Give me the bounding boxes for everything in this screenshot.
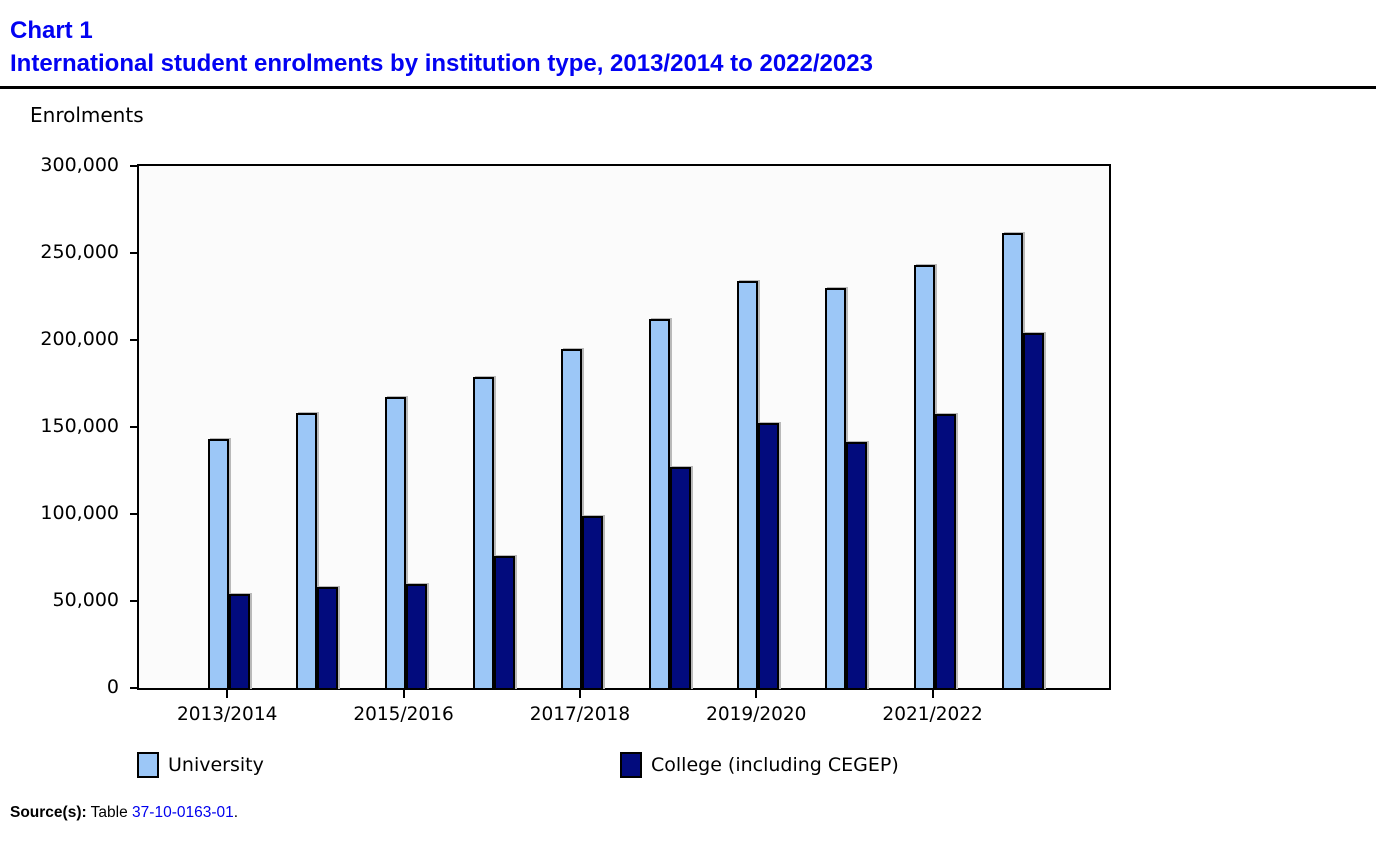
y-axis-tick-label: 300,000 [40,154,119,176]
chart-title: International student enrolments by inst… [10,50,873,77]
y-axis-tick-label: 200,000 [40,328,119,350]
title-divider-rule [0,86,1376,89]
y-axis-tick-label: 100,000 [40,502,119,524]
bar-college-2017-2018 [581,516,603,690]
plot-inner [141,168,1111,690]
x-axis-tick-label: 2019/2020 [706,704,807,725]
x-axis-tick-label: 2015/2016 [353,704,454,725]
bar-university-2019-2020 [737,281,759,690]
y-axis-tick-mark [130,165,139,167]
y-axis-tick-mark [130,513,139,515]
title-block: Chart 1 International student enrolments… [10,14,873,80]
source-table-link[interactable]: 37-10-0163-01 [132,804,234,821]
x-axis-tick-mark [402,690,405,698]
x-axis-tick-label: 2017/2018 [529,704,631,725]
y-axis-tick-mark [130,600,139,602]
bar-college-2021-2022 [934,414,956,690]
source-line: Source(s): Table 37-10-0163-01. [10,804,238,822]
legend-label-college: College (including CEGEP) [651,754,899,776]
y-axis-tick-label: 50,000 [52,589,119,611]
bar-college-2016-2017 [493,556,515,690]
chart-area: 0 50,000 100,000 150,000 200,000 250,000 300,0… [40,154,1111,725]
legend-item-college: College (including CEGEP) [620,752,899,778]
y-axis-tick-mark [130,426,139,428]
bar-college-2014-2015 [317,587,339,690]
x-axis-tick-mark [578,690,581,698]
bar-college-2018-2019 [670,467,692,690]
bar-university-2015-2016 [384,397,406,690]
chart-number-label: Chart 1 [10,17,93,44]
bar-university-2014-2015 [296,413,318,690]
bar-university-2017-2018 [560,349,582,690]
x-axis-tick-mark [226,690,229,698]
legend-swatch-university [137,752,159,778]
source-middle: Table [86,804,133,821]
y-axis-tick-label: 250,000 [40,241,119,263]
chart-legend: University College (including CEGEP) [0,752,1385,784]
bar-college-2013-2014 [229,594,251,690]
bar-university-2022-2023 [1001,233,1023,690]
y-axis-tick-mark [130,687,139,689]
y-axis-tick-mark [130,339,139,341]
bar-university-2018-2019 [649,319,671,690]
y-axis-tick-label: 0 [106,676,119,698]
bar-college-2015-2016 [405,584,427,690]
source-suffix: . [233,804,239,821]
source-prefix: Source(s): [10,804,87,821]
bar-college-2019-2020 [758,423,780,690]
bar-university-2020-2021 [825,288,847,690]
bar-university-2013-2014 [208,439,230,690]
legend-item-university: University [137,752,264,778]
x-axis-tick-label: 2013/2014 [176,704,278,725]
bar-university-2021-2022 [913,265,935,690]
x-axis-tick-mark [931,690,934,698]
legend-label-university: University [168,754,264,776]
plot-area [137,164,1111,690]
bar-college-2020-2021 [846,442,868,690]
x-axis-tick-mark [755,690,758,698]
legend-swatch-college [620,752,642,778]
y-axis-unit-label: Enrolments [30,103,144,127]
bar-college-2022-2023 [1022,333,1044,690]
y-axis-tick-label: 150,000 [40,415,119,437]
y-axis-tick-mark [130,252,139,254]
x-axis-tick-label: 2021/2022 [882,704,983,725]
bar-university-2016-2017 [472,377,494,690]
